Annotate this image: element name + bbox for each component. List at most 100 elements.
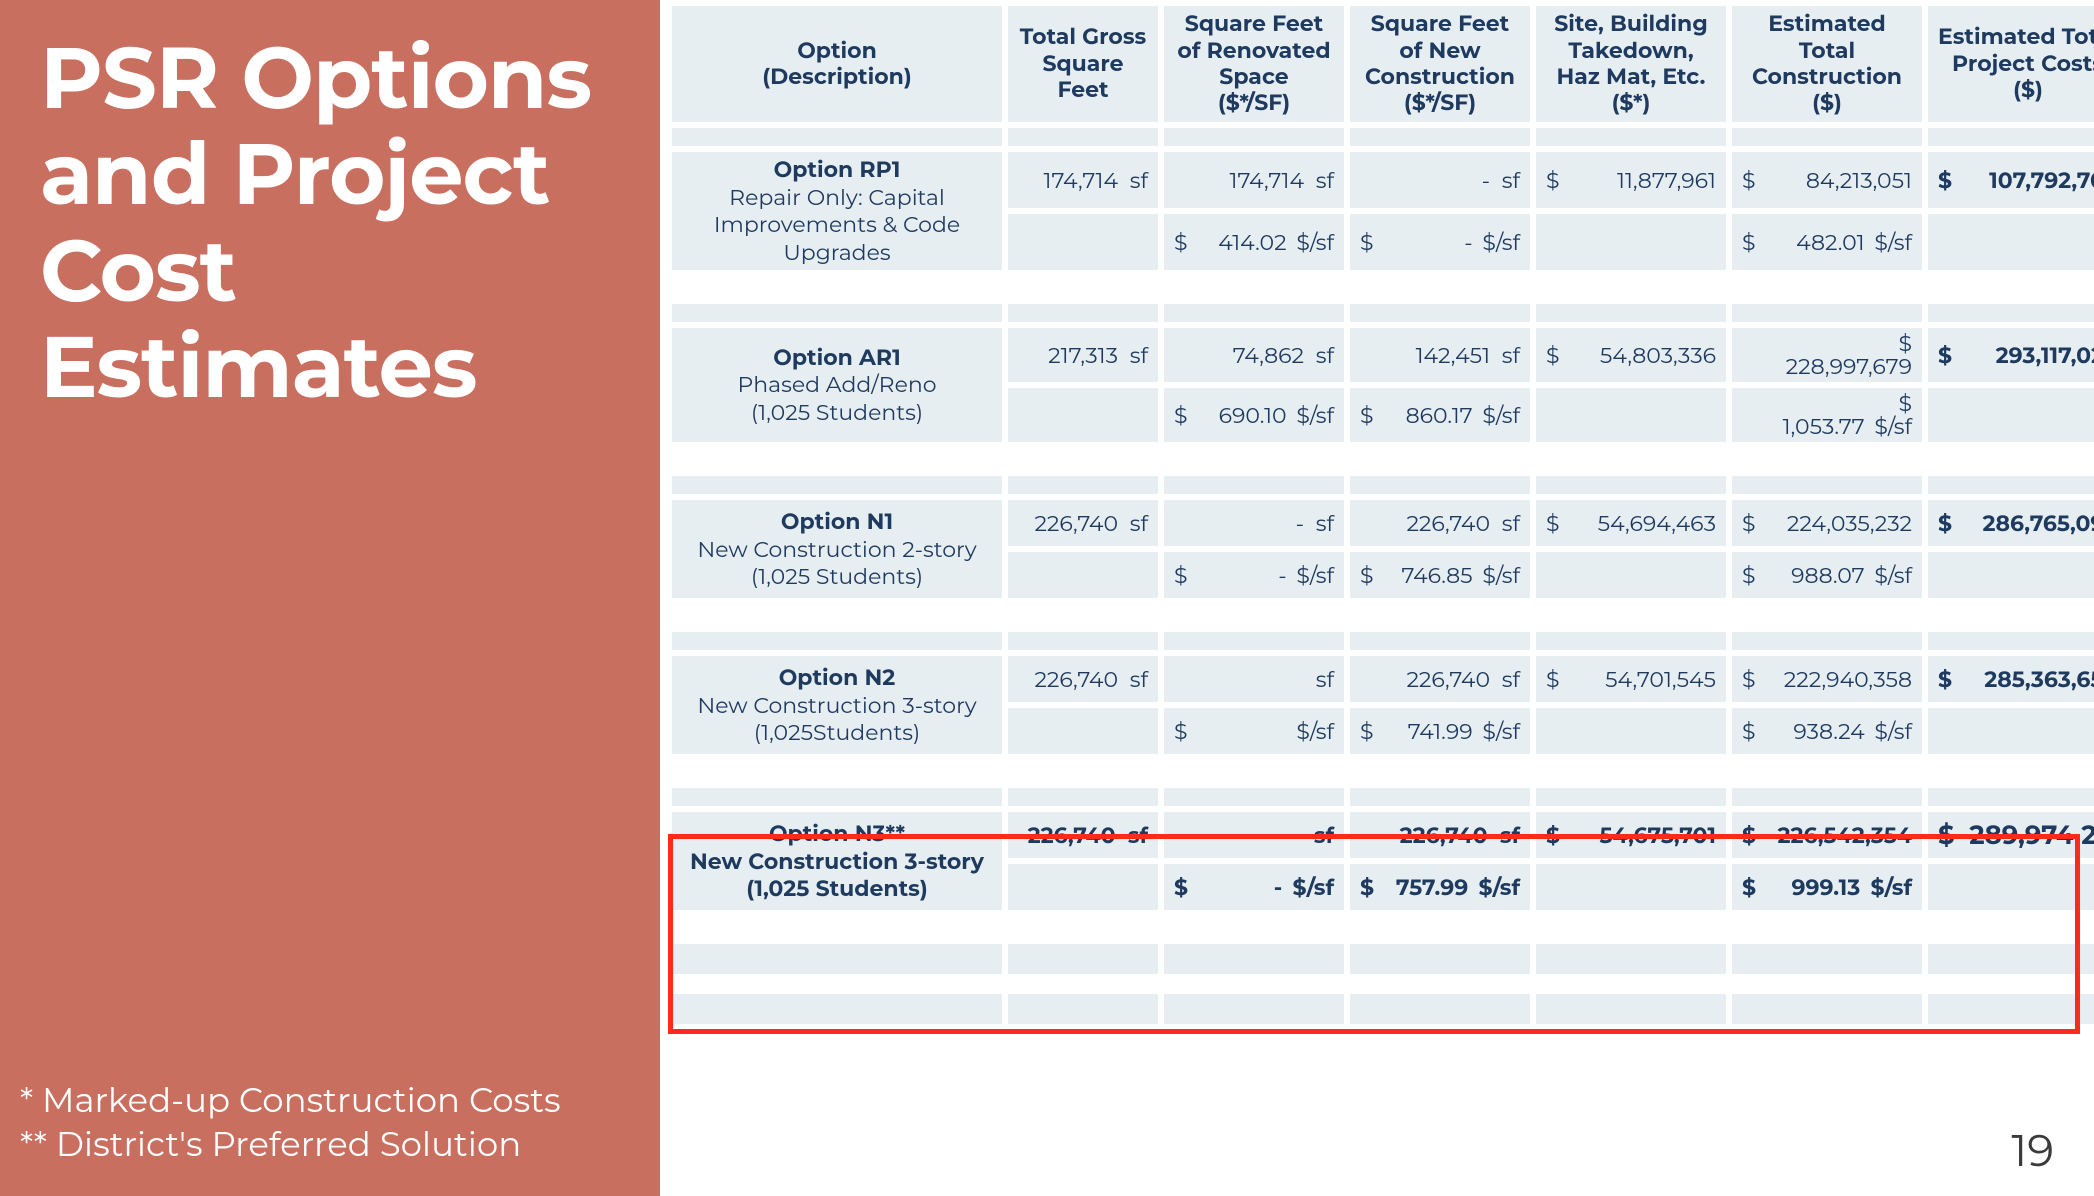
blank-cell bbox=[1536, 388, 1726, 442]
spacer-cell bbox=[1164, 944, 1344, 974]
spacer-cell bbox=[1732, 944, 1922, 974]
spacer-cell bbox=[1008, 788, 1158, 806]
blank-cell bbox=[1008, 864, 1158, 910]
option-description: Option N2New Construction 3-story(1,025S… bbox=[672, 656, 1002, 754]
site-cost: $ 54,675,701 bbox=[1536, 812, 1726, 858]
blank-cell bbox=[1928, 214, 2094, 270]
spacer-cell bbox=[1008, 476, 1158, 494]
new-construction-sf: - sf bbox=[1350, 152, 1530, 208]
spacer-cell bbox=[1164, 632, 1344, 650]
option-description: Option RP1Repair Only: Capital Improveme… bbox=[672, 152, 1002, 270]
estimated-total-construction: $228,997,679 bbox=[1732, 328, 1922, 382]
footnote-1: * Marked-up Construction Costs bbox=[20, 1078, 561, 1122]
spacer-cell bbox=[1164, 476, 1344, 494]
new-construction-sf: 226,740 sf bbox=[1350, 500, 1530, 546]
title-line: PSR Options bbox=[40, 25, 591, 130]
spacer-cell bbox=[1164, 128, 1344, 146]
spacer-cell bbox=[1732, 476, 1922, 494]
title-line: Estimates bbox=[40, 314, 477, 419]
option-row-N3: Option N3**New Construction 3-story(1,02… bbox=[672, 812, 2094, 858]
estimated-total-construction: $ 226,542,354 bbox=[1732, 812, 1922, 858]
total-gross-sf: 226,740 sf bbox=[1008, 812, 1158, 858]
site-cost: $ 54,803,336 bbox=[1536, 328, 1726, 382]
blank-cell bbox=[1928, 388, 2094, 442]
estimated-total-construction: $ 224,035,232 bbox=[1732, 500, 1922, 546]
table-header-row: Option(Description) Total Gross Square F… bbox=[672, 6, 2094, 122]
col-etc: Estimated Total Construction($) bbox=[1732, 6, 1922, 122]
estimated-total-project: $ 289,974,213 bbox=[1928, 812, 2094, 858]
table-row bbox=[672, 916, 2094, 938]
etc-rate: $1,053.77 $/sf bbox=[1732, 388, 1922, 442]
col-tgsf: Total Gross Square Feet bbox=[1008, 6, 1158, 122]
renovated-sf: 174,714 sf bbox=[1164, 152, 1344, 208]
col-reno: Square Feet of Renovated Space($*/SF) bbox=[1164, 6, 1344, 122]
spacer-cell bbox=[1536, 788, 1726, 806]
spacer-cell bbox=[1350, 944, 1530, 974]
total-gross-sf: 226,740 sf bbox=[1008, 656, 1158, 702]
title-line: Cost bbox=[40, 218, 236, 323]
renovated-sf: 74,862 sf bbox=[1164, 328, 1344, 382]
spacer-cell bbox=[1350, 304, 1530, 322]
new-construction-sf: 142,451 sf bbox=[1350, 328, 1530, 382]
estimated-total-project: $ 293,117,029 bbox=[1928, 328, 2094, 382]
spacer-cell bbox=[1536, 128, 1726, 146]
option-description: Option N1New Construction 2-story(1,025 … bbox=[672, 500, 1002, 598]
option-row-N2: Option N2New Construction 3-story(1,025S… bbox=[672, 656, 2094, 702]
blank-cell bbox=[1928, 864, 2094, 910]
spacer-cell bbox=[1350, 788, 1530, 806]
spacer-cell bbox=[1008, 128, 1158, 146]
spacer-cell bbox=[1732, 994, 1922, 1024]
table-row bbox=[672, 604, 2094, 626]
spacer-cell bbox=[1008, 632, 1158, 650]
estimated-total-construction: $ 84,213,051 bbox=[1732, 152, 1922, 208]
blank-cell bbox=[1008, 214, 1158, 270]
spacer-cell bbox=[1008, 304, 1158, 322]
table-row bbox=[672, 944, 2094, 974]
spacer-cell bbox=[1732, 128, 1922, 146]
blank-cell bbox=[1536, 864, 1726, 910]
etc-rate: $ 988.07 $/sf bbox=[1732, 552, 1922, 598]
blank-cell bbox=[1536, 214, 1726, 270]
renovated-rate: $ - $/sf bbox=[1164, 552, 1344, 598]
blank-cell bbox=[1928, 708, 2094, 754]
new-construction-rate: $ 741.99 $/sf bbox=[1350, 708, 1530, 754]
spacer-cell bbox=[1928, 994, 2094, 1024]
gap-cell bbox=[672, 916, 2094, 938]
estimated-total-project: $ 285,363,658 bbox=[1928, 656, 2094, 702]
spacer-cell bbox=[1350, 476, 1530, 494]
spacer-cell bbox=[1928, 476, 2094, 494]
renovated-rate: $ $/sf bbox=[1164, 708, 1344, 754]
option-row-N1: Option N1New Construction 2-story(1,025 … bbox=[672, 500, 2094, 546]
blank-cell bbox=[1008, 552, 1158, 598]
site-cost: $ 54,701,545 bbox=[1536, 656, 1726, 702]
renovated-rate: $ - $/sf bbox=[1164, 864, 1344, 910]
spacer-cell bbox=[1536, 304, 1726, 322]
table-row bbox=[672, 980, 2094, 988]
spacer-cell bbox=[1350, 994, 1530, 1024]
slide-title: PSR Options and Project Cost Estimates bbox=[40, 30, 620, 415]
estimated-total-project: $ 286,765,097 bbox=[1928, 500, 2094, 546]
estimated-total-construction: $ 222,940,358 bbox=[1732, 656, 1922, 702]
estimated-total-project: $ 107,792,705 bbox=[1928, 152, 2094, 208]
sidebar: PSR Options and Project Cost Estimates *… bbox=[0, 0, 660, 1196]
option-row-RP1: Option RP1Repair Only: Capital Improveme… bbox=[672, 152, 2094, 208]
blank-cell bbox=[1008, 708, 1158, 754]
spacer-cell bbox=[672, 994, 1002, 1024]
total-gross-sf: 226,740 sf bbox=[1008, 500, 1158, 546]
spacer-cell bbox=[1536, 632, 1726, 650]
site-cost: $ 11,877,961 bbox=[1536, 152, 1726, 208]
etc-rate: $ 938.24 $/sf bbox=[1732, 708, 1922, 754]
spacer-cell bbox=[1008, 944, 1158, 974]
site-cost: $ 54,694,463 bbox=[1536, 500, 1726, 546]
spacer-cell bbox=[1928, 632, 2094, 650]
renovated-sf: sf bbox=[1164, 656, 1344, 702]
option-description: Option AR1Phased Add/Reno(1,025 Students… bbox=[672, 328, 1002, 442]
renovated-rate: $ 414.02 $/sf bbox=[1164, 214, 1344, 270]
new-construction-sf: 226,740 sf bbox=[1350, 812, 1530, 858]
table-row bbox=[672, 476, 2094, 494]
table-row bbox=[672, 994, 2094, 1024]
blank-cell bbox=[1928, 552, 2094, 598]
table-row bbox=[672, 760, 2094, 782]
spacer-cell bbox=[1732, 788, 1922, 806]
gap-cell bbox=[672, 604, 2094, 626]
